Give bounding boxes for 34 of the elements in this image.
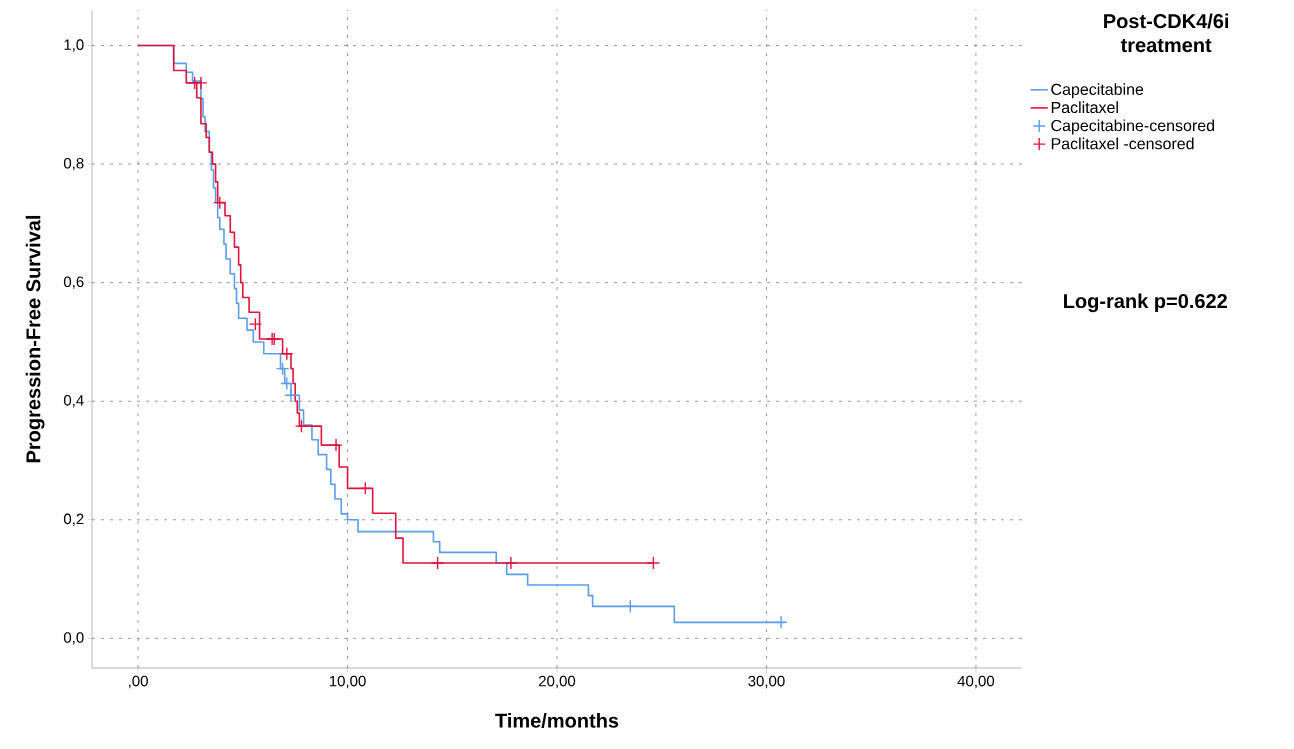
x-tick-label: 40,00 bbox=[957, 675, 995, 689]
y-tick-label: 0,2 bbox=[63, 513, 84, 526]
y-tick-label: 0,0 bbox=[63, 632, 84, 645]
point bbox=[504, 556, 518, 570]
y-tick-label: 0,8 bbox=[63, 157, 84, 171]
legend-label: Capecitabine bbox=[1051, 83, 1144, 99]
x-tick-label: 20,00 bbox=[538, 675, 576, 689]
point bbox=[430, 556, 445, 570]
point bbox=[280, 376, 294, 391]
point bbox=[294, 419, 309, 433]
y-tick-label: 0,4 bbox=[63, 395, 84, 408]
legend-label: Paclitaxel -censored bbox=[1051, 137, 1194, 150]
point bbox=[213, 195, 227, 210]
y-tick-label: 0,6 bbox=[63, 276, 84, 289]
y-tick-label: 1,0 bbox=[64, 39, 84, 52]
point bbox=[329, 438, 343, 452]
point bbox=[774, 615, 788, 630]
point bbox=[194, 76, 208, 90]
point bbox=[248, 317, 263, 331]
x-axis-title: Time/months bbox=[495, 713, 619, 728]
legend-title: Post-CDK4/6i treatment bbox=[1104, 13, 1229, 53]
point bbox=[358, 481, 373, 496]
point bbox=[623, 599, 638, 614]
text: Log-rank p=0.622 bbox=[1064, 293, 1227, 313]
point bbox=[284, 388, 298, 402]
x-tick-label: 30,00 bbox=[748, 675, 785, 689]
point bbox=[275, 361, 290, 376]
point bbox=[280, 347, 294, 361]
legend-label: Capecitabine-censored bbox=[1051, 119, 1215, 135]
x-tick-label: ,00 bbox=[129, 675, 148, 689]
point bbox=[646, 556, 661, 570]
x-tick-label: 10,00 bbox=[329, 675, 366, 689]
y-axis-title: Progression-Free Survival bbox=[25, 215, 45, 463]
legend-label: Paclitaxel bbox=[1051, 101, 1118, 114]
